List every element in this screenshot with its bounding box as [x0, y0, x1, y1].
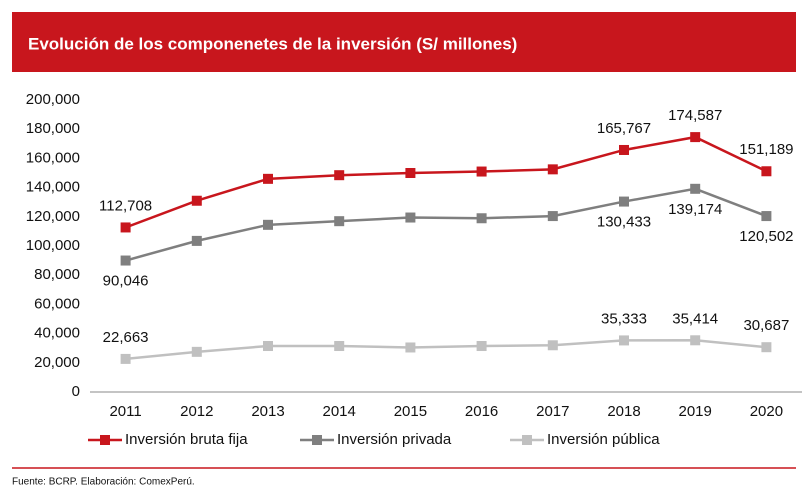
point-marker: [263, 219, 273, 230]
series-line: [125, 339, 767, 361]
point-marker: [191, 346, 202, 357]
y-tick-label: 180,000: [26, 120, 80, 137]
y-tick-label: 80,000: [34, 266, 80, 283]
point-marker: [761, 342, 772, 353]
point-marker: [405, 342, 416, 353]
point-marker: [334, 216, 345, 227]
point-marker: [547, 340, 558, 351]
source-note: Fuente: BCRP. Elaboración: ComexPerú.: [12, 477, 195, 488]
point-marker: [690, 183, 701, 194]
legend-marker: [100, 435, 110, 445]
legend-label: Inversión pública: [547, 431, 660, 448]
data-label: 22,663: [103, 329, 149, 346]
point-marker: [405, 212, 416, 223]
point-marker: [547, 211, 558, 222]
x-tick-label: 2018: [607, 403, 640, 420]
y-tick-label: 0: [72, 383, 80, 400]
x-tick-label: 2019: [679, 403, 712, 420]
x-tick-label: 2020: [750, 403, 783, 420]
series-line: [125, 135, 767, 229]
point-marker: [476, 213, 487, 224]
x-tick-label: 2013: [251, 403, 284, 420]
point-marker: [263, 173, 273, 184]
header-band: [12, 12, 796, 72]
legend-label: Inversión privada: [337, 431, 452, 448]
data-label: 151,189: [739, 141, 793, 158]
point-marker: [263, 341, 273, 352]
point-marker: [120, 255, 131, 266]
point-marker: [690, 335, 701, 346]
x-tick-label: 2014: [323, 403, 356, 420]
point-marker: [690, 132, 701, 143]
point-marker: [334, 341, 345, 352]
point-marker: [761, 166, 772, 177]
point-marker: [619, 196, 629, 207]
point-marker: [476, 341, 487, 352]
point-marker: [191, 195, 202, 206]
point-marker: [334, 170, 345, 181]
chart-title: Evolución de los componenetes de la inve…: [28, 34, 517, 53]
data-label: 35,414: [672, 310, 718, 327]
data-label: 112,708: [99, 197, 152, 214]
point-marker: [476, 166, 487, 177]
y-tick-label: 20,000: [34, 354, 80, 371]
point-marker: [120, 353, 131, 364]
point-marker: [761, 211, 772, 222]
point-marker: [547, 164, 558, 175]
legend-marker: [522, 435, 532, 445]
x-tick-label: 2016: [465, 403, 498, 420]
y-tick-label: 120,000: [26, 208, 80, 225]
x-tick-label: 2012: [180, 403, 213, 420]
y-tick-label: 60,000: [34, 295, 80, 312]
y-tick-label: 160,000: [26, 149, 80, 166]
x-tick-label: 2015: [394, 403, 427, 420]
legend-marker: [312, 435, 322, 445]
point-marker: [405, 168, 416, 178]
y-tick-label: 200,000: [26, 91, 80, 108]
point-marker: [619, 335, 629, 346]
legend-label: Inversión bruta fija: [125, 431, 248, 448]
data-label: 30,687: [743, 317, 789, 334]
data-label: 130,433: [597, 214, 651, 231]
data-label: 120,502: [739, 228, 793, 245]
point-marker: [191, 235, 202, 246]
y-tick-label: 40,000: [34, 325, 80, 342]
data-label: 165,767: [597, 120, 651, 137]
x-tick-label: 2017: [536, 403, 569, 420]
y-tick-label: 140,000: [26, 179, 80, 196]
data-label: 139,174: [668, 201, 722, 218]
x-tick-label: 2011: [109, 403, 141, 420]
point-marker: [120, 222, 131, 233]
data-label: 35,333: [601, 310, 647, 327]
point-marker: [619, 144, 629, 155]
data-label: 90,046: [103, 273, 149, 290]
y-tick-label: 100,000: [26, 237, 80, 254]
data-label: 174,587: [668, 107, 722, 124]
series-line: [125, 187, 767, 262]
